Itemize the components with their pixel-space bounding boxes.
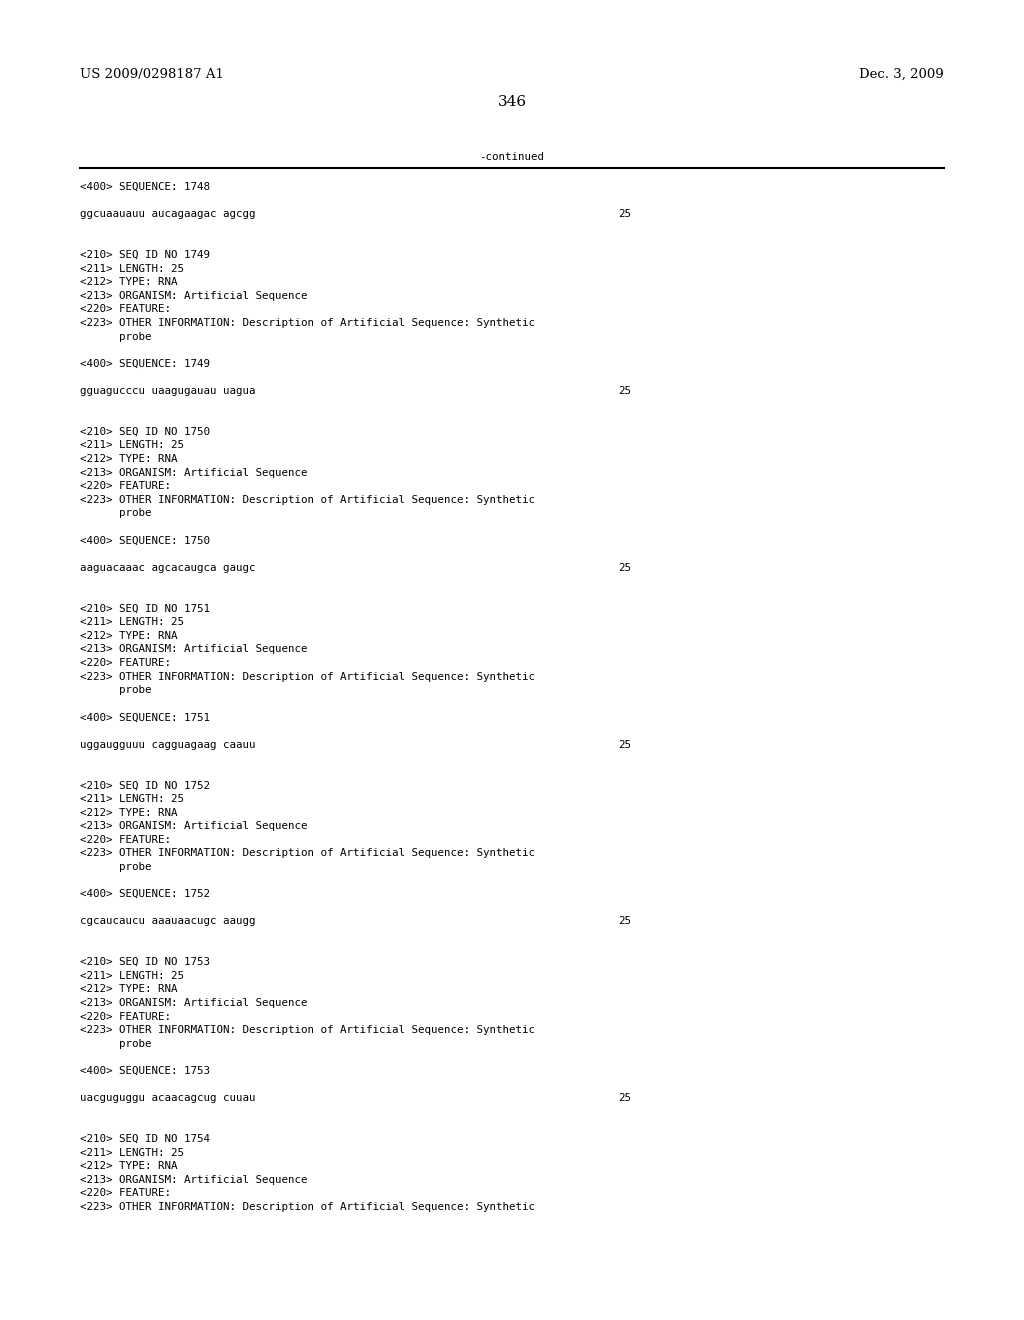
Text: <400> SEQUENCE: 1748: <400> SEQUENCE: 1748 (80, 182, 210, 191)
Text: <210> SEQ ID NO 1754: <210> SEQ ID NO 1754 (80, 1134, 210, 1144)
Text: <211> LENGTH: 25: <211> LENGTH: 25 (80, 970, 184, 981)
Text: <223> OTHER INFORMATION: Description of Artificial Sequence: Synthetic: <223> OTHER INFORMATION: Description of … (80, 318, 535, 327)
Text: <213> ORGANISM: Artificial Sequence: <213> ORGANISM: Artificial Sequence (80, 998, 307, 1008)
Text: uacguguggu acaacagcug cuuau: uacguguggu acaacagcug cuuau (80, 1093, 256, 1104)
Text: <212> TYPE: RNA: <212> TYPE: RNA (80, 808, 177, 817)
Text: <213> ORGANISM: Artificial Sequence: <213> ORGANISM: Artificial Sequence (80, 467, 307, 478)
Text: probe: probe (80, 685, 152, 696)
Text: <212> TYPE: RNA: <212> TYPE: RNA (80, 277, 177, 288)
Text: 25: 25 (618, 385, 631, 396)
Text: <220> FEATURE:: <220> FEATURE: (80, 305, 171, 314)
Text: 25: 25 (618, 739, 631, 750)
Text: <223> OTHER INFORMATION: Description of Artificial Sequence: Synthetic: <223> OTHER INFORMATION: Description of … (80, 1026, 535, 1035)
Text: <212> TYPE: RNA: <212> TYPE: RNA (80, 631, 177, 640)
Text: <400> SEQUENCE: 1753: <400> SEQUENCE: 1753 (80, 1067, 210, 1076)
Text: probe: probe (80, 862, 152, 873)
Text: US 2009/0298187 A1: US 2009/0298187 A1 (80, 69, 224, 81)
Text: <213> ORGANISM: Artificial Sequence: <213> ORGANISM: Artificial Sequence (80, 1175, 307, 1185)
Text: <211> LENGTH: 25: <211> LENGTH: 25 (80, 795, 184, 804)
Text: probe: probe (80, 1039, 152, 1049)
Text: <210> SEQ ID NO 1752: <210> SEQ ID NO 1752 (80, 780, 210, 791)
Text: <212> TYPE: RNA: <212> TYPE: RNA (80, 1162, 177, 1171)
Text: <213> ORGANISM: Artificial Sequence: <213> ORGANISM: Artificial Sequence (80, 821, 307, 832)
Text: <211> LENGTH: 25: <211> LENGTH: 25 (80, 264, 184, 273)
Text: <220> FEATURE:: <220> FEATURE: (80, 657, 171, 668)
Text: <212> TYPE: RNA: <212> TYPE: RNA (80, 985, 177, 994)
Text: 25: 25 (618, 562, 631, 573)
Text: 25: 25 (618, 1093, 631, 1104)
Text: <220> FEATURE:: <220> FEATURE: (80, 834, 171, 845)
Text: <223> OTHER INFORMATION: Description of Artificial Sequence: Synthetic: <223> OTHER INFORMATION: Description of … (80, 672, 535, 681)
Text: <211> LENGTH: 25: <211> LENGTH: 25 (80, 618, 184, 627)
Text: 25: 25 (618, 209, 631, 219)
Text: <223> OTHER INFORMATION: Description of Artificial Sequence: Synthetic: <223> OTHER INFORMATION: Description of … (80, 849, 535, 858)
Text: <213> ORGANISM: Artificial Sequence: <213> ORGANISM: Artificial Sequence (80, 644, 307, 655)
Text: <220> FEATURE:: <220> FEATURE: (80, 482, 171, 491)
Text: uggaugguuu cagguagaag caauu: uggaugguuu cagguagaag caauu (80, 739, 256, 750)
Text: <400> SEQUENCE: 1752: <400> SEQUENCE: 1752 (80, 890, 210, 899)
Text: probe: probe (80, 508, 152, 519)
Text: <211> LENGTH: 25: <211> LENGTH: 25 (80, 1147, 184, 1158)
Text: <211> LENGTH: 25: <211> LENGTH: 25 (80, 441, 184, 450)
Text: aaguacaaac agcacaugca gaugc: aaguacaaac agcacaugca gaugc (80, 562, 256, 573)
Text: gguagucccu uaagugauau uagua: gguagucccu uaagugauau uagua (80, 385, 256, 396)
Text: 346: 346 (498, 95, 526, 110)
Text: 25: 25 (618, 916, 631, 927)
Text: -continued: -continued (479, 152, 545, 162)
Text: <212> TYPE: RNA: <212> TYPE: RNA (80, 454, 177, 465)
Text: <220> FEATURE:: <220> FEATURE: (80, 1011, 171, 1022)
Text: ggcuaauauu aucagaagac agcgg: ggcuaauauu aucagaagac agcgg (80, 209, 256, 219)
Text: <213> ORGANISM: Artificial Sequence: <213> ORGANISM: Artificial Sequence (80, 290, 307, 301)
Text: <223> OTHER INFORMATION: Description of Artificial Sequence: Synthetic: <223> OTHER INFORMATION: Description of … (80, 1203, 535, 1212)
Text: <223> OTHER INFORMATION: Description of Artificial Sequence: Synthetic: <223> OTHER INFORMATION: Description of … (80, 495, 535, 504)
Text: cgcaucaucu aaauaacugc aaugg: cgcaucaucu aaauaacugc aaugg (80, 916, 256, 927)
Text: <400> SEQUENCE: 1749: <400> SEQUENCE: 1749 (80, 359, 210, 368)
Text: <400> SEQUENCE: 1751: <400> SEQUENCE: 1751 (80, 713, 210, 722)
Text: <210> SEQ ID NO 1749: <210> SEQ ID NO 1749 (80, 249, 210, 260)
Text: probe: probe (80, 331, 152, 342)
Text: <220> FEATURE:: <220> FEATURE: (80, 1188, 171, 1199)
Text: Dec. 3, 2009: Dec. 3, 2009 (859, 69, 944, 81)
Text: <210> SEQ ID NO 1751: <210> SEQ ID NO 1751 (80, 603, 210, 614)
Text: <210> SEQ ID NO 1753: <210> SEQ ID NO 1753 (80, 957, 210, 968)
Text: <400> SEQUENCE: 1750: <400> SEQUENCE: 1750 (80, 536, 210, 545)
Text: <210> SEQ ID NO 1750: <210> SEQ ID NO 1750 (80, 426, 210, 437)
